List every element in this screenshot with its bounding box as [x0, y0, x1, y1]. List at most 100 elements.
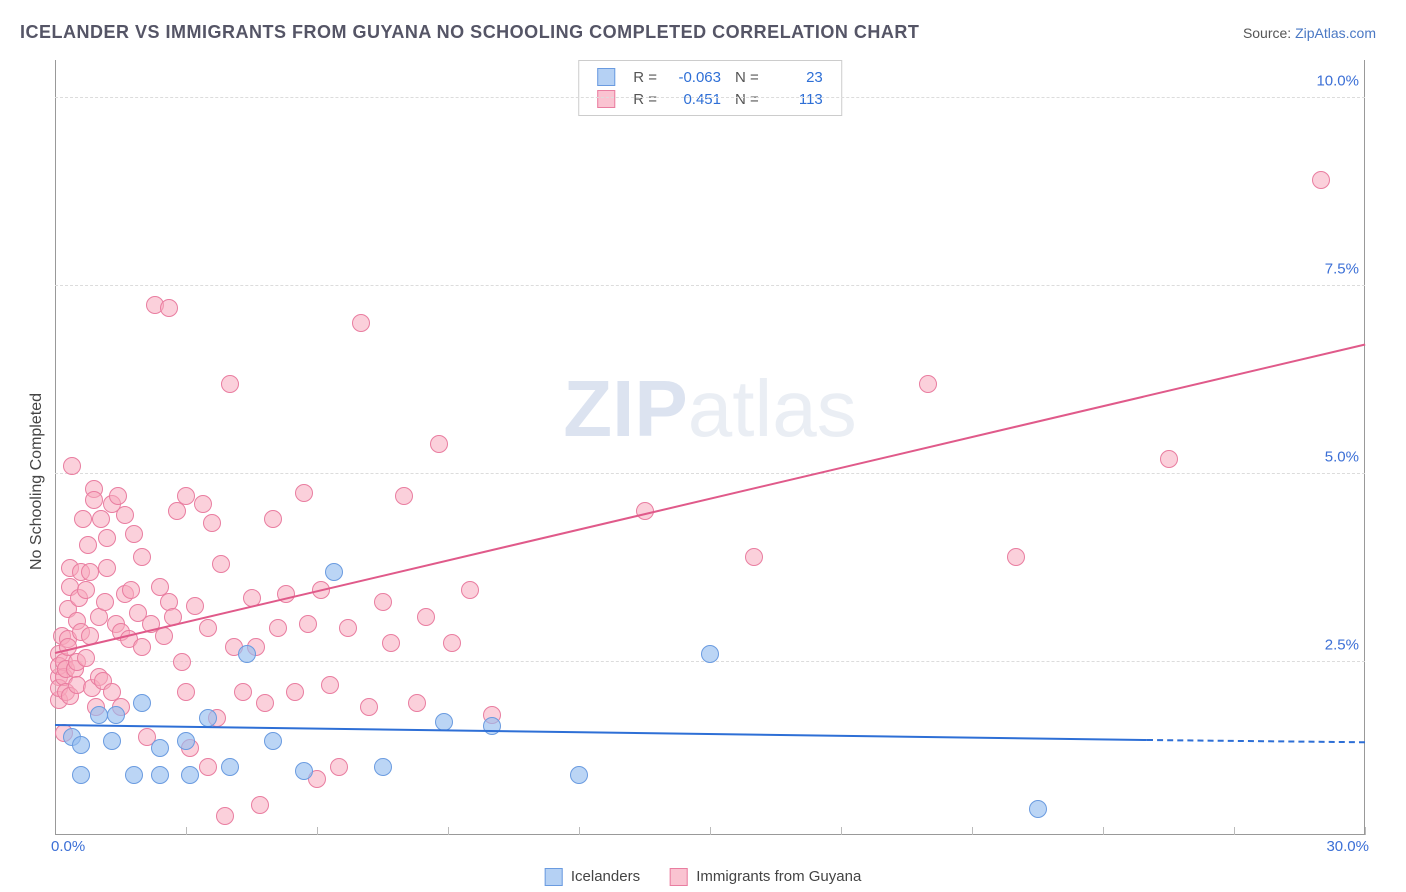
data-point [430, 435, 448, 453]
data-point [151, 766, 169, 784]
data-point [125, 766, 143, 784]
trend-line [55, 344, 1365, 654]
data-point [745, 548, 763, 566]
data-point [72, 736, 90, 754]
data-point [360, 698, 378, 716]
x-end-label: 30.0% [1326, 838, 1369, 855]
data-point [264, 732, 282, 750]
data-point [116, 506, 134, 524]
watermark-bold: ZIP [563, 364, 687, 453]
data-point [330, 758, 348, 776]
data-point [352, 314, 370, 332]
legend-item-blue: Icelanders [545, 868, 640, 886]
stat-n-pink: 113 [773, 91, 823, 108]
xtick [448, 827, 449, 835]
grid-line [55, 285, 1365, 286]
watermark: ZIPatlas [563, 363, 856, 455]
stats-legend-box: R = -0.063 N = 23 R = 0.451 N = 113 [578, 60, 842, 116]
legend-label-blue: Icelanders [571, 868, 640, 885]
chart-area: ZIPatlas R = -0.063 N = 23 R = 0.451 N =… [55, 60, 1365, 835]
data-point [408, 694, 426, 712]
data-point [1029, 800, 1047, 818]
data-point [77, 649, 95, 667]
data-point [295, 484, 313, 502]
data-point [103, 732, 121, 750]
ytick-label: 2.5% [1325, 636, 1359, 653]
swatch-blue-icon [597, 68, 615, 86]
data-point [92, 510, 110, 528]
stat-r-blue: -0.063 [671, 69, 721, 86]
xtick [710, 827, 711, 835]
data-point [63, 457, 81, 475]
stat-r-pink: 0.451 [671, 91, 721, 108]
data-point [77, 581, 95, 599]
data-point [251, 796, 269, 814]
xtick [972, 827, 973, 835]
data-point [234, 683, 252, 701]
data-point [173, 653, 191, 671]
x-origin-label: 0.0% [51, 838, 85, 855]
ytick-label: 5.0% [1325, 448, 1359, 465]
data-point [98, 529, 116, 547]
watermark-rest: atlas [688, 364, 857, 453]
data-point [107, 706, 125, 724]
stat-n-blue: 23 [773, 69, 823, 86]
data-point [295, 762, 313, 780]
data-point [325, 563, 343, 581]
data-point [321, 676, 339, 694]
xtick [1103, 827, 1104, 835]
grid-line [55, 97, 1365, 98]
data-point [256, 694, 274, 712]
data-point [151, 739, 169, 757]
data-point [1160, 450, 1178, 468]
data-point [177, 732, 195, 750]
ytick-label: 7.5% [1325, 260, 1359, 277]
data-point [181, 766, 199, 784]
data-point [216, 807, 234, 825]
stats-row-blue: R = -0.063 N = 23 [591, 67, 829, 87]
stat-n-label: N = [729, 89, 765, 109]
data-point [443, 634, 461, 652]
data-point [483, 717, 501, 735]
xtick [841, 827, 842, 835]
y-axis-right [1364, 60, 1365, 835]
data-point [74, 510, 92, 528]
xtick [579, 827, 580, 835]
data-point [109, 487, 127, 505]
data-point [122, 581, 140, 599]
data-point [570, 766, 588, 784]
data-point [1007, 548, 1025, 566]
data-point [286, 683, 304, 701]
data-point [461, 581, 479, 599]
chart-title: ICELANDER VS IMMIGRANTS FROM GUYANA NO S… [20, 22, 919, 43]
swatch-pink-icon [597, 90, 615, 108]
data-point [186, 597, 204, 615]
data-point [212, 555, 230, 573]
data-point [133, 548, 151, 566]
data-point [90, 706, 108, 724]
data-point [417, 608, 435, 626]
stat-r-label: R = [627, 67, 663, 87]
data-point [339, 619, 357, 637]
data-point [72, 766, 90, 784]
data-point [221, 375, 239, 393]
xtick [1234, 827, 1235, 835]
data-point [85, 491, 103, 509]
data-point [133, 694, 151, 712]
grid-line [55, 473, 1365, 474]
data-point [160, 299, 178, 317]
data-point [81, 563, 99, 581]
data-point [374, 758, 392, 776]
stat-r-label: R = [627, 89, 663, 109]
data-point [395, 487, 413, 505]
data-point [238, 645, 256, 663]
data-point [199, 758, 217, 776]
source-text: Source: ZipAtlas.com [1243, 25, 1376, 41]
trend-line [1147, 739, 1365, 743]
data-point [382, 634, 400, 652]
stat-n-label: N = [729, 67, 765, 87]
legend-item-pink: Immigrants from Guyana [670, 868, 861, 886]
swatch-blue-icon [545, 868, 563, 886]
source-link[interactable]: ZipAtlas.com [1295, 25, 1376, 41]
xtick [186, 827, 187, 835]
